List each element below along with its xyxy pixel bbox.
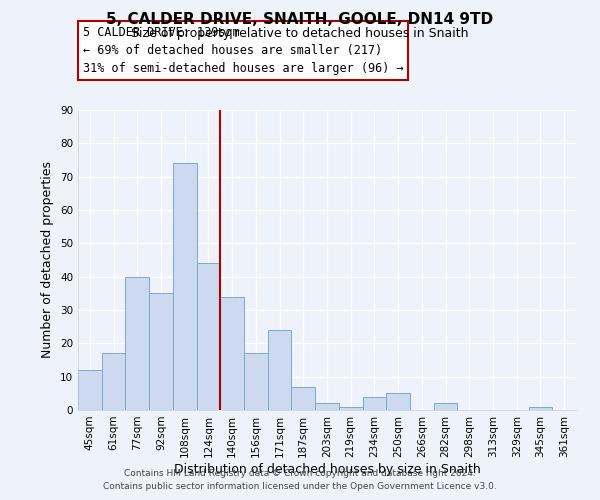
Bar [125, 276, 149, 410]
Y-axis label: Number of detached properties: Number of detached properties [41, 162, 55, 358]
Bar [268, 330, 292, 410]
Bar [362, 396, 386, 410]
Bar [315, 404, 339, 410]
Bar [197, 264, 220, 410]
Text: 5, CALDER DRIVE, SNAITH, GOOLE, DN14 9TD: 5, CALDER DRIVE, SNAITH, GOOLE, DN14 9TD [106, 12, 494, 28]
Bar [78, 370, 102, 410]
X-axis label: Distribution of detached houses by size in Snaith: Distribution of detached houses by size … [173, 462, 481, 475]
Text: 5 CALDER DRIVE: 139sqm
← 69% of detached houses are smaller (217)
31% of semi-de: 5 CALDER DRIVE: 139sqm ← 69% of detached… [83, 26, 404, 75]
Bar [173, 164, 197, 410]
Bar [434, 404, 457, 410]
Bar [244, 354, 268, 410]
Text: Contains HM Land Registry data © Crown copyright and database right 2024.: Contains HM Land Registry data © Crown c… [124, 468, 476, 477]
Text: Size of property relative to detached houses in Snaith: Size of property relative to detached ho… [131, 28, 469, 40]
Bar [220, 296, 244, 410]
Bar [339, 406, 362, 410]
Text: Contains public sector information licensed under the Open Government Licence v3: Contains public sector information licen… [103, 482, 497, 491]
Bar [292, 386, 315, 410]
Bar [529, 406, 552, 410]
Bar [149, 294, 173, 410]
Bar [386, 394, 410, 410]
Bar [102, 354, 125, 410]
